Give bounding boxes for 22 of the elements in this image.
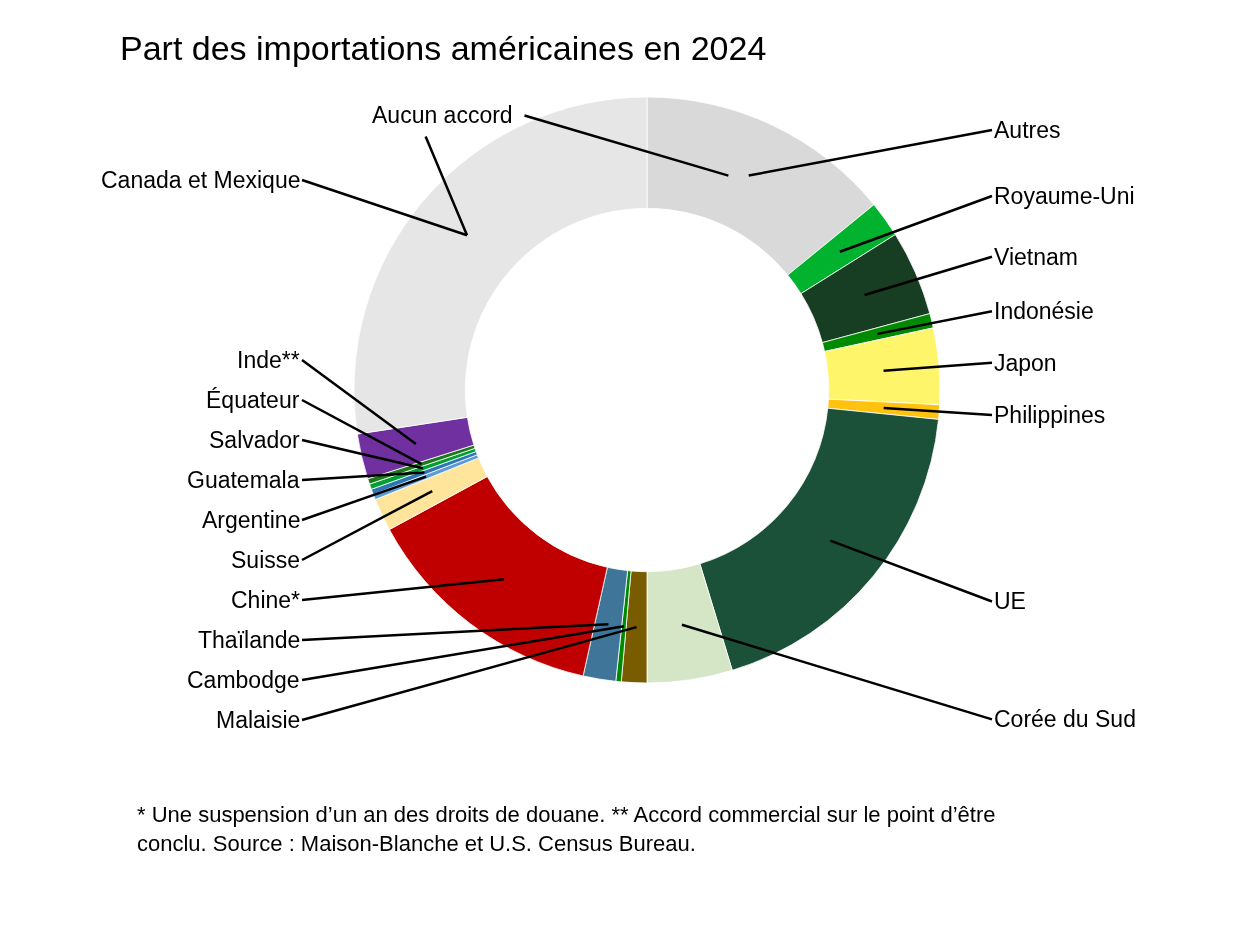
text: Aucun accord <box>372 102 513 128</box>
slice-label: Royaume-Uni <box>994 183 1135 209</box>
slice-label: Malaisie <box>216 707 301 733</box>
chart-title: Part des importations américaines en 2024 <box>120 28 767 67</box>
slice-label: Indonésie <box>994 298 1094 324</box>
slice-label: Salvador <box>209 427 301 453</box>
slice-label: Philippines <box>994 402 1106 428</box>
slice-label: Argentine <box>202 507 301 533</box>
slice-label: Chine* <box>231 587 301 613</box>
slice-label: Guatemala <box>187 467 300 493</box>
slice-label: Inde** <box>237 347 300 373</box>
slice-label: Cambodge <box>187 667 300 693</box>
slice-label: Autres <box>994 117 1061 143</box>
slice-label: Équateur <box>206 387 300 413</box>
slice-label: Suisse <box>231 547 301 573</box>
slice-label: Vietnam <box>994 244 1078 270</box>
slice-label: UE <box>994 588 1026 614</box>
slice-label: Corée du Sud <box>994 706 1136 732</box>
slice-label: Thaïlande <box>198 627 301 653</box>
slice-label: Japon <box>994 350 1057 376</box>
text: * Une suspension d’un an des droits de douane. ** Accord commercial sur le point d’être conclu. Source : Maison-Blanche et U.S. Census Bureau. <box>137 802 996 856</box>
slice-label: Canada et Mexique <box>101 167 301 193</box>
